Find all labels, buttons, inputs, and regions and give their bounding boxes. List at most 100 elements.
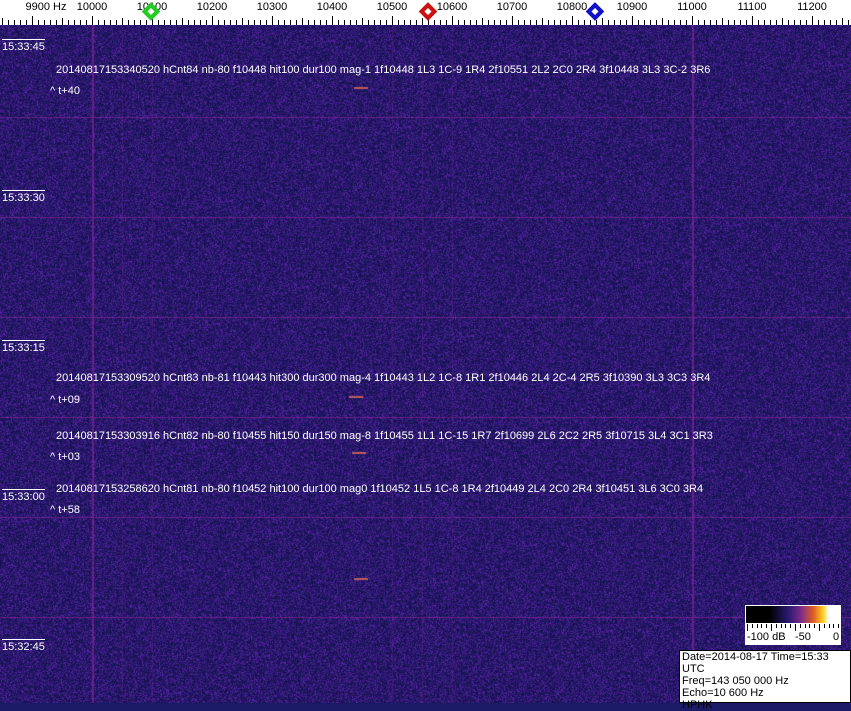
ruler-tick	[674, 20, 675, 25]
ruler-tick	[416, 20, 417, 25]
ruler-tick	[176, 20, 177, 25]
ruler-tick	[212, 16, 213, 25]
echo-record: 20140817153303916 hCnt82 nb-80 f10455 hi…	[56, 430, 713, 442]
scale-tick	[771, 624, 772, 631]
echo-record: 20140817153309520 hCnt83 nb-81 f10443 hi…	[56, 372, 711, 384]
ruler-tick	[20, 20, 21, 25]
ruler-tick	[200, 20, 201, 25]
scale-tick	[833, 624, 835, 628]
scale-label: -50	[795, 631, 811, 643]
ruler-tick	[122, 18, 123, 25]
ruler-tick	[590, 20, 591, 25]
ruler-tick	[332, 16, 333, 25]
ruler-tick	[140, 20, 141, 25]
ruler-tick	[152, 16, 153, 25]
ruler-tick	[410, 20, 411, 25]
freq-tick-label: 10400	[316, 1, 348, 13]
ruler-tick	[164, 20, 165, 25]
ruler-tick	[368, 20, 369, 25]
ruler-tick	[338, 20, 339, 25]
ruler-tick	[194, 20, 195, 25]
ruler-tick	[128, 20, 129, 25]
ruler-tick	[272, 16, 273, 25]
ruler-tick	[656, 20, 657, 25]
ruler-tick	[794, 20, 795, 25]
ruler-tick	[686, 20, 687, 25]
ruler-tick	[668, 20, 669, 25]
ruler-tick	[848, 20, 849, 25]
freq-tick-label: 10600	[436, 1, 468, 13]
ruler-tick	[722, 18, 723, 25]
scale-tick	[775, 624, 777, 628]
scale-tick	[785, 624, 787, 628]
freq-tick-label: 10900	[616, 1, 648, 13]
ruler-tick	[710, 20, 711, 25]
ruler-tick	[350, 20, 351, 25]
ruler-tick	[728, 20, 729, 25]
ruler-tick	[560, 20, 561, 25]
ruler-tick	[56, 20, 57, 25]
ruler-tick	[326, 20, 327, 25]
time-label: 15:33:45	[2, 39, 45, 53]
ruler-tick	[254, 20, 255, 25]
ruler-tick	[698, 20, 699, 25]
scale-tick	[828, 624, 830, 628]
ruler-tick	[404, 20, 405, 25]
ruler-tick	[116, 20, 117, 25]
ruler-tick	[308, 20, 309, 25]
ruler-tick	[356, 20, 357, 25]
time-label: 15:33:15	[2, 340, 45, 354]
freq-tick-label: 10000	[76, 1, 108, 13]
ruler-tick	[380, 20, 381, 25]
ruler-tick	[344, 20, 345, 25]
scale-tick	[819, 624, 820, 631]
ruler-tick	[812, 16, 813, 25]
ruler-tick	[44, 20, 45, 25]
ruler-tick	[158, 20, 159, 25]
ruler-tick	[320, 20, 321, 25]
echo-record: 20140817153340520 hCnt84 nb-80 f10448 hi…	[56, 64, 711, 76]
ruler-tick	[188, 20, 189, 25]
scale-tick	[809, 624, 811, 628]
ruler-tick	[566, 20, 567, 25]
time-label: 15:33:30	[2, 190, 45, 204]
ruler-tick	[224, 20, 225, 25]
ruler-tick	[362, 18, 363, 25]
ruler-tick	[242, 18, 243, 25]
freq-tick-label: 10500	[376, 1, 408, 13]
ruler-tick	[386, 20, 387, 25]
ruler-tick	[764, 20, 765, 25]
ruler-tick	[638, 20, 639, 25]
ruler-tick	[206, 20, 207, 25]
ruler-tick	[62, 18, 63, 25]
ruler-tick	[482, 18, 483, 25]
echo-frequency: Echo=10 600 Hz	[682, 687, 764, 699]
freq-tick-label: 11000	[677, 1, 707, 13]
ruler-tick	[284, 20, 285, 25]
scale-tick	[761, 624, 763, 628]
ruler-tick	[14, 20, 15, 25]
freq-tick-label: 11200	[797, 1, 827, 13]
ruler-tick	[536, 20, 537, 25]
ruler-tick	[440, 20, 441, 25]
ruler-tick	[446, 20, 447, 25]
ruler-tick	[86, 20, 87, 25]
ruler-tick	[614, 20, 615, 25]
freq-unit-label: 9900 Hz	[25, 1, 67, 13]
ruler-tick	[506, 20, 507, 25]
ruler-tick	[146, 20, 147, 25]
ruler-tick	[470, 20, 471, 25]
ruler-tick	[476, 20, 477, 25]
ruler-tick	[776, 20, 777, 25]
scale-tick	[751, 624, 753, 628]
ruler-tick	[578, 20, 579, 25]
ruler-tick	[716, 20, 717, 25]
ruler-tick	[260, 20, 261, 25]
scale-tick	[814, 624, 816, 628]
color-gradient	[746, 606, 840, 623]
ruler-tick	[704, 20, 705, 25]
info-box: Date=2014-08-17 Time=15:33 UTC Freq=143 …	[679, 650, 851, 711]
scale-tick	[799, 624, 801, 628]
ruler-tick	[770, 20, 771, 25]
scale-tick	[795, 624, 796, 631]
